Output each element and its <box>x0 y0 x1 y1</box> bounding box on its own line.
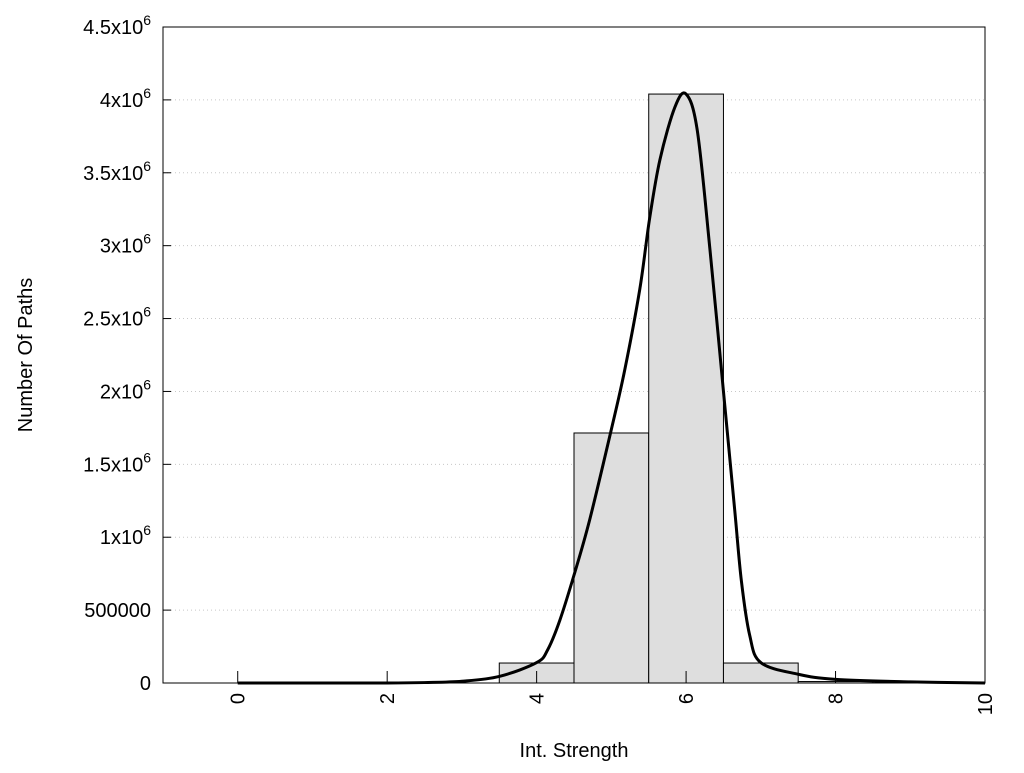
bars <box>498 93 874 684</box>
y-axis-ticks: 0 500000 1x106 1.5x106 2x106 2.5x106 3x106 3.5x… <box>83 12 171 695</box>
x-axis-label: Int. Strength <box>520 740 629 762</box>
fit-curve <box>237 91 986 685</box>
y-axis-label: Number Of Paths <box>15 278 37 433</box>
x-tick-label: 10 <box>975 693 997 715</box>
y-tick-label: 2.5x106 <box>83 304 151 331</box>
y-tick-label: 1x106 <box>100 522 151 549</box>
x-axis-ticks: 0 2 4 6 8 10 <box>228 671 997 715</box>
x-tick-label: 2 <box>377 693 399 704</box>
y-tick-label: 3.5x106 <box>83 158 151 185</box>
y-tick-label: 1.5x106 <box>83 449 151 476</box>
x-tick-label: 6 <box>676 693 698 704</box>
x-tick-label: 4 <box>527 693 549 704</box>
y-tick-label: 2x106 <box>100 376 151 403</box>
x-tick-label: 8 <box>826 693 848 704</box>
y-tick-label: 0 <box>140 673 151 695</box>
bar <box>573 432 650 684</box>
y-tick-label: 4.5x106 <box>83 12 151 39</box>
plot-frame <box>162 26 986 684</box>
bar <box>648 93 724 684</box>
y-tick-label: 500000 <box>84 600 151 622</box>
x-tick-label: 0 <box>228 693 250 704</box>
y-tick-label: 3x106 <box>100 231 151 258</box>
curve-line <box>237 91 986 685</box>
y-tick-label: 4x106 <box>100 85 151 112</box>
grid-lines <box>163 99 985 611</box>
